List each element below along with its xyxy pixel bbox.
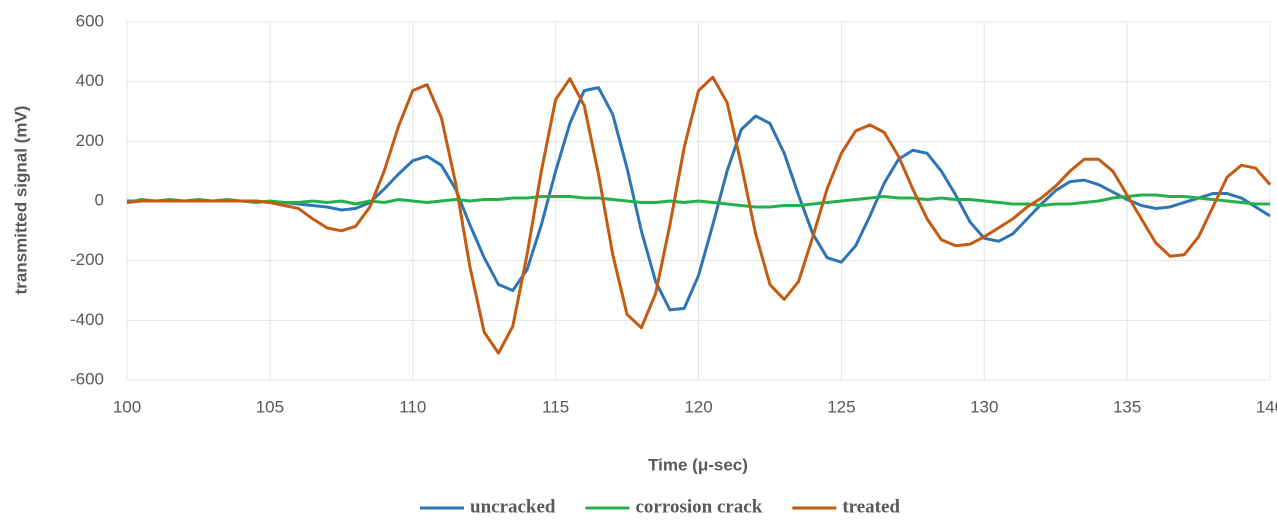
y-tick-label: -400	[70, 310, 104, 329]
x-tick-label: 115	[542, 397, 569, 416]
x-axis-title: Time (μ-sec)	[648, 455, 748, 474]
y-tick-label: 200	[76, 131, 104, 150]
x-tick-label: 140	[1256, 397, 1277, 416]
x-tick-label: 135	[1113, 397, 1141, 416]
y-tick-label: 0	[95, 190, 104, 209]
y-tick-label: 400	[76, 71, 104, 90]
y-tick-label: -200	[70, 250, 104, 269]
x-tick-label: 105	[256, 397, 284, 416]
series-line	[126, 193, 1270, 209]
x-tick-label: 130	[970, 397, 998, 416]
x-tick-label: 125	[827, 397, 855, 416]
y-tick-label: 600	[76, 11, 104, 30]
y-axis-title: transmitted signal (mV)	[11, 106, 30, 295]
x-tick-label: 100	[113, 397, 141, 416]
legend-label: treated	[842, 496, 900, 517]
legend-label: uncracked	[470, 496, 556, 517]
series-line	[127, 86, 1271, 312]
series-line	[126, 75, 1272, 355]
legend-label: corrosion crack	[636, 496, 763, 517]
y-tick-label: -600	[70, 369, 104, 388]
x-tick-label: 110	[399, 397, 426, 416]
x-tick-label: 120	[684, 397, 712, 416]
